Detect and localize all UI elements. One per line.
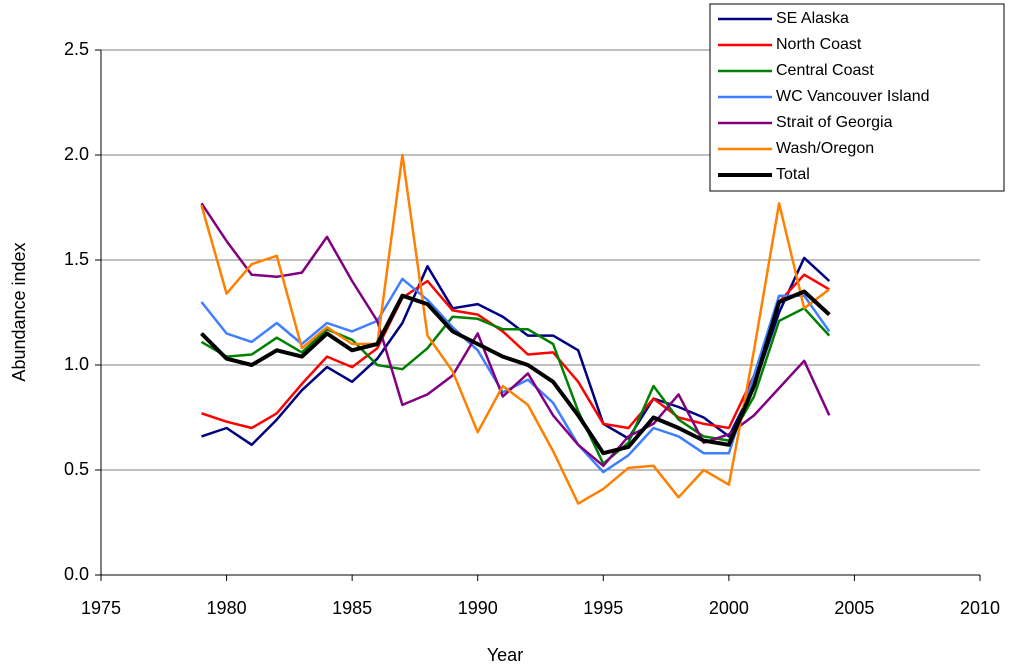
x-axis-label: Year	[487, 645, 523, 665]
y-tick-label: 1.5	[64, 249, 89, 269]
x-tick-label: 1975	[81, 598, 121, 618]
x-tick-label: 1980	[207, 598, 247, 618]
series-line	[200, 289, 831, 456]
series-line	[200, 307, 831, 465]
legend-label: North Coast	[776, 36, 862, 53]
series-line	[200, 277, 831, 474]
x-tick-label: 2005	[834, 598, 874, 618]
y-tick-label: 1.0	[64, 354, 89, 374]
x-tick-label: 1985	[332, 598, 372, 618]
y-axis-label: Abundance index	[9, 242, 29, 381]
legend-label: SE Alaska	[776, 10, 849, 27]
x-tick-label: 1995	[583, 598, 623, 618]
legend: SE Alaska North Coast Central Coast WC Vanc…	[709, 3, 1005, 192]
y-tick-label: 0.5	[64, 459, 89, 479]
y-tick-label: 2.5	[64, 39, 89, 59]
series-line	[201, 273, 830, 430]
legend-label: Wash/Oregon	[776, 140, 874, 157]
x-tick-label: 2000	[709, 598, 749, 618]
y-tick-label: 2.0	[64, 144, 89, 164]
series-line	[201, 256, 831, 447]
legend-label: Central Coast	[776, 62, 874, 79]
legend-label: WC Vancouver Island	[776, 88, 930, 105]
legend-label: Strait of Georgia	[776, 114, 893, 131]
y-tick-label: 0.0	[64, 564, 89, 584]
x-tick-label: 1990	[458, 598, 498, 618]
x-tick-label: 2010	[960, 598, 1000, 618]
series-line	[200, 153, 831, 505]
legend-label: Total	[776, 166, 810, 183]
series-line	[200, 202, 831, 468]
